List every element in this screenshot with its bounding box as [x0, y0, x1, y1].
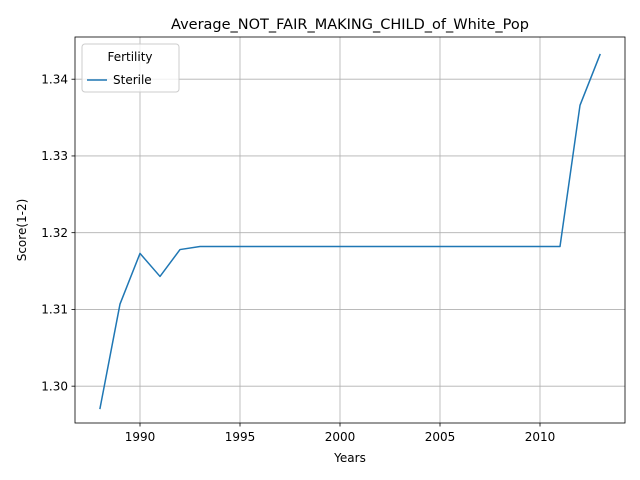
legend-entry-sterile: Sterile [113, 73, 152, 87]
y-tick-label: 1.30 [41, 379, 68, 393]
plot-frame [74, 36, 626, 424]
x-tick-label: 2010 [525, 430, 556, 444]
grid [75, 37, 625, 423]
x-tick-label: 1990 [125, 430, 156, 444]
x-axis-ticks: 1990 1995 2000 2005 2010 [125, 423, 556, 444]
legend-title: Fertility [107, 50, 152, 64]
series-line-sterile [99, 53, 601, 410]
y-tick-label: 1.33 [41, 149, 68, 163]
chart-title: Average_NOT_FAIR_MAKING_CHILD_of_White_P… [171, 17, 529, 33]
y-tick-label: 1.32 [41, 226, 68, 240]
y-tick-label: 1.31 [41, 303, 68, 317]
series-layer [99, 53, 601, 410]
legend: Fertility Sterile [81, 43, 180, 93]
x-tick-label: 2005 [425, 430, 456, 444]
x-axis-label: Years [333, 451, 366, 465]
x-tick-label: 1995 [225, 430, 256, 444]
y-axis-ticks: 1.30 1.31 1.32 1.33 1.34 [41, 73, 75, 393]
x-tick-label: 2000 [325, 430, 356, 444]
y-tick-label: 1.34 [41, 73, 68, 87]
y-axis-label: Score(1-2) [15, 199, 29, 262]
